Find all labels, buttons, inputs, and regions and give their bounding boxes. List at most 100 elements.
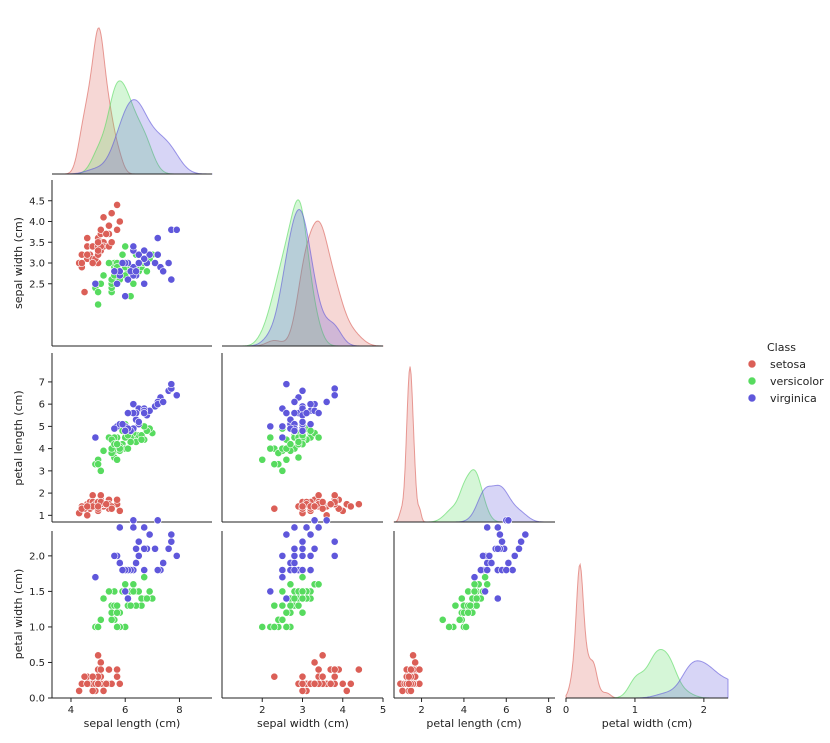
- point-virginica: [145, 250, 154, 259]
- point-virginica: [483, 523, 492, 532]
- point-versicolor: [99, 446, 108, 455]
- point-setosa: [330, 672, 339, 681]
- point-virginica: [129, 523, 138, 532]
- point-versicolor: [96, 615, 105, 624]
- point-versicolor: [314, 433, 323, 442]
- point-versicolor: [282, 608, 291, 617]
- point-virginica: [140, 246, 149, 255]
- point-setosa: [346, 679, 355, 688]
- point-virginica: [498, 537, 506, 546]
- point-setosa: [107, 504, 116, 513]
- point-setosa: [107, 209, 116, 218]
- point-virginica: [140, 254, 149, 263]
- y-tick-label-petal-width: 1.0: [29, 622, 45, 633]
- point-setosa: [83, 679, 92, 688]
- point-virginica: [302, 523, 311, 532]
- x-tick-label-sepal-width: 4: [340, 705, 346, 716]
- point-versicolor: [113, 608, 121, 617]
- point-versicolor: [278, 601, 287, 610]
- point-versicolor: [438, 615, 447, 624]
- point-setosa: [75, 686, 84, 695]
- point-virginica: [132, 559, 140, 567]
- point-versicolor: [94, 460, 102, 469]
- point-setosa: [415, 665, 424, 674]
- point-virginica: [266, 422, 275, 431]
- point-setosa: [310, 502, 319, 511]
- y-tick-label-petal-length: 6: [39, 400, 45, 411]
- point-virginica: [298, 426, 307, 435]
- point-setosa: [407, 665, 415, 674]
- point-virginica: [153, 234, 162, 242]
- x-tick-label-sepal-length: 4: [68, 705, 74, 716]
- point-virginica: [290, 559, 299, 567]
- point-versicolor: [466, 601, 475, 610]
- point-virginica: [510, 551, 519, 560]
- point-setosa: [102, 500, 111, 509]
- diag-kde-sepal-length: [52, 27, 213, 175]
- panel-petal-width-vs-petal-length: 2 4 6 8 petal length (cm): [393, 516, 555, 730]
- diag-kde-petal-length: [393, 366, 555, 523]
- point-setosa: [318, 651, 327, 660]
- point-versicolor: [278, 466, 287, 475]
- point-virginica: [167, 275, 176, 284]
- point-setosa: [115, 506, 124, 515]
- point-versicolor: [306, 426, 315, 435]
- y-tick-label-petal-length: 1: [39, 511, 45, 522]
- point-virginica: [121, 587, 130, 596]
- point-setosa: [83, 250, 92, 259]
- point-setosa: [96, 491, 105, 500]
- y-tick-label-petal-width: 1.5: [29, 587, 45, 598]
- x-tick-label-petal-length: 4: [461, 705, 467, 716]
- point-versicolor: [266, 444, 275, 453]
- point-versicolor: [129, 279, 138, 288]
- x-tick-label-sepal-width: 3: [299, 705, 305, 716]
- point-virginica: [129, 400, 138, 409]
- point-versicolor: [113, 623, 121, 631]
- point-virginica: [521, 530, 530, 539]
- x-tick-label-sepal-length: 8: [176, 705, 182, 716]
- point-virginica: [118, 259, 127, 267]
- point-virginica: [124, 409, 132, 417]
- legend-title: Class: [767, 341, 796, 354]
- point-virginica: [306, 530, 315, 539]
- point-virginica: [121, 292, 130, 301]
- point-versicolor: [258, 455, 267, 464]
- point-virginica: [113, 279, 121, 288]
- point-versicolor: [457, 594, 466, 603]
- point-setosa: [99, 686, 108, 695]
- point-versicolor: [126, 438, 135, 446]
- point-versicolor: [270, 601, 279, 610]
- x-tick-label-petal-width: 2: [701, 705, 707, 716]
- legend-label-virginica: virginica: [770, 392, 817, 405]
- point-setosa: [354, 500, 363, 509]
- point-virginica: [129, 516, 138, 525]
- point-virginica: [91, 279, 100, 288]
- point-virginica: [145, 530, 154, 539]
- point-versicolor: [445, 623, 453, 631]
- point-setosa: [411, 658, 420, 667]
- point-virginica: [330, 537, 339, 546]
- point-versicolor: [286, 580, 295, 589]
- point-versicolor: [113, 601, 121, 610]
- x-axis-label-sepal-length: sepal length (cm): [84, 717, 181, 730]
- point-virginica: [517, 537, 526, 546]
- point-versicolor: [107, 615, 116, 624]
- point-virginica: [306, 566, 315, 574]
- point-setosa: [326, 500, 335, 509]
- point-virginica: [306, 551, 315, 560]
- point-virginica: [134, 418, 143, 426]
- point-versicolor: [99, 271, 108, 280]
- point-versicolor: [294, 438, 303, 446]
- point-virginica: [132, 544, 140, 553]
- point-setosa: [105, 665, 113, 674]
- point-setosa: [105, 221, 113, 230]
- point-virginica: [121, 426, 130, 435]
- point-virginica: [298, 566, 307, 574]
- point-versicolor: [314, 580, 323, 589]
- point-virginica: [278, 566, 287, 574]
- point-virginica: [483, 566, 492, 574]
- x-tick-label-petal-width: 1: [632, 705, 638, 716]
- point-setosa: [83, 234, 92, 242]
- legend-marker-versicolor: [747, 376, 757, 386]
- point-virginica: [159, 267, 168, 276]
